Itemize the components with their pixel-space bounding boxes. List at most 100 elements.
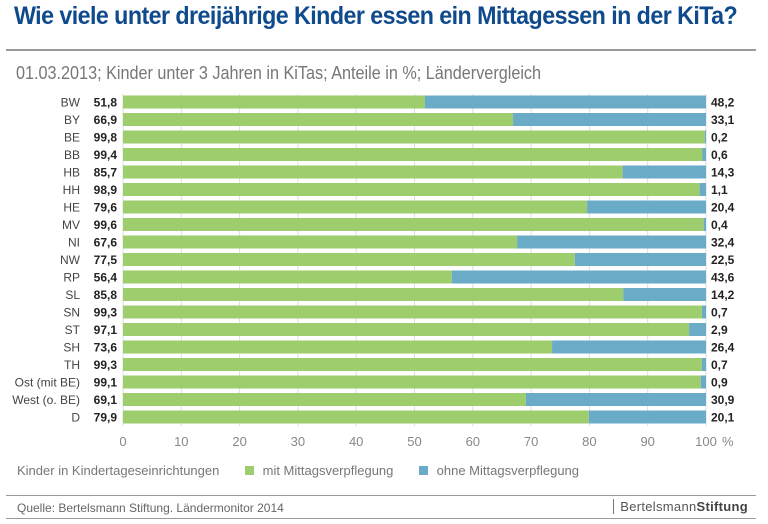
- value-label-mit: 79,9: [94, 411, 118, 425]
- bar-mit: [123, 253, 575, 266]
- value-label-mit: 69,1: [94, 393, 118, 407]
- bar-ohne: [513, 113, 706, 126]
- value-label-mit: 99,4: [94, 148, 118, 162]
- bar-mit: [123, 305, 702, 319]
- value-label-ohne: 0,7: [711, 358, 728, 372]
- logo: BertelsmannStiftung: [613, 499, 748, 514]
- bar-mit: [123, 270, 452, 284]
- value-label-mit: 99,6: [94, 218, 118, 232]
- value-label-mit: 66,9: [94, 113, 118, 127]
- value-label-mit: 79,6: [94, 201, 118, 215]
- bar-mit: [123, 218, 704, 231]
- divider: [6, 495, 756, 496]
- category-label: NI: [68, 236, 80, 250]
- bar-ohne: [588, 410, 706, 424]
- bar-ohne: [700, 375, 706, 389]
- category-label: D: [71, 411, 80, 425]
- value-label-ohne: 22,5: [711, 253, 735, 267]
- x-tick-label: 30: [291, 434, 305, 449]
- category-label: MV: [62, 218, 80, 232]
- value-label-ohne: 20,1: [711, 411, 735, 425]
- value-label-mit: 85,8: [94, 288, 118, 302]
- category-label: RP: [63, 271, 80, 285]
- bar-ohne: [701, 305, 706, 319]
- bar-mit: [123, 358, 702, 371]
- source-note: Quelle: Bertelsmann Stiftung. Ländermoni…: [17, 501, 284, 515]
- bar-mit: [123, 165, 623, 179]
- value-label-ohne: 26,4: [711, 341, 735, 355]
- category-label: Ost (mit BE): [15, 376, 80, 390]
- value-label-ohne: 33,1: [711, 113, 735, 127]
- x-tick-label: 10: [174, 434, 188, 449]
- chart-subtitle: 01.03.2013; Kinder unter 3 Jahren in KiT…: [16, 63, 542, 83]
- x-tick-label: 40: [349, 434, 363, 449]
- category-label: HH: [63, 183, 80, 197]
- value-label-mit: 85,7: [94, 166, 118, 180]
- bar-ohne: [517, 235, 706, 249]
- bar-ohne: [703, 218, 706, 231]
- legend: Kinder in Kindertageseinrichtungen mit M…: [17, 462, 579, 478]
- bar-mit: [123, 410, 589, 424]
- bar-ohne: [574, 253, 706, 266]
- x-tick-label: 80: [582, 434, 596, 449]
- value-label-mit: 99,1: [94, 376, 118, 390]
- x-tick-label: 20: [232, 434, 246, 449]
- bar-ohne: [704, 130, 706, 144]
- bar-mit: [123, 323, 690, 336]
- value-label-ohne: 30,9: [711, 393, 735, 407]
- bar-ohne: [587, 200, 706, 214]
- category-label: ST: [65, 323, 81, 337]
- bar-ohne: [623, 288, 706, 301]
- value-label-ohne: 32,4: [711, 236, 735, 250]
- value-label-ohne: 1,1: [711, 183, 728, 197]
- plot-area: 0 10 20 30 40 50 60 70 80 90 100 % BW 51,8 48,2 BY 66,9 3…: [12, 94, 735, 449]
- value-label-mit: 99,3: [94, 306, 118, 320]
- value-label-ohne: 0,7: [711, 306, 728, 320]
- bar-ohne: [702, 148, 706, 161]
- value-label-mit: 98,9: [94, 183, 118, 197]
- category-label: SH: [63, 341, 80, 355]
- value-label-mit: 99,8: [94, 131, 118, 145]
- value-label-mit: 56,4: [94, 271, 118, 285]
- category-label: TH: [64, 358, 80, 372]
- divider: [6, 518, 756, 519]
- value-label-ohne: 14,2: [711, 288, 735, 302]
- x-tick-label: 90: [640, 434, 654, 449]
- bar-ohne: [451, 270, 706, 284]
- value-label-ohne: 14,3: [711, 166, 735, 180]
- legend-item-ohne: ohne Mittagsverpflegung: [436, 463, 580, 479]
- value-label-mit: 77,5: [94, 253, 118, 267]
- bar-mit: [123, 95, 425, 109]
- logo-text: Bertelsmann: [620, 499, 697, 514]
- legend-label: Kinder in Kindertageseinrichtungen: [17, 463, 220, 479]
- value-label-mit: 51,8: [94, 96, 118, 110]
- bar-ohne: [622, 165, 706, 179]
- category-label: BB: [64, 148, 80, 162]
- value-label-mit: 73,6: [94, 341, 118, 355]
- category-label: West (o. BE): [12, 393, 80, 407]
- x-tick-label: 50: [407, 434, 421, 449]
- value-label-ohne: 48,2: [711, 96, 735, 110]
- value-label-mit: 97,1: [94, 323, 118, 337]
- bar-mit: [123, 340, 553, 354]
- bar-mit: [123, 200, 588, 214]
- value-label-mit: 67,6: [94, 236, 118, 250]
- bar-ohne: [701, 358, 706, 371]
- logo-text-bold: Stiftung: [696, 499, 748, 514]
- bar-mit: [123, 148, 703, 161]
- legend-swatch-ohne: [419, 466, 429, 476]
- value-label-ohne: 0,6: [711, 148, 728, 162]
- value-label-ohne: 20,4: [711, 201, 735, 215]
- category-label: BW: [61, 96, 81, 110]
- bar-mit: [123, 113, 514, 126]
- category-label: BE: [64, 131, 80, 145]
- bar-mit: [123, 183, 700, 196]
- bar-mit: [123, 130, 705, 144]
- divider: [6, 49, 756, 51]
- bar-mit: [123, 393, 526, 406]
- x-tick-label: 60: [466, 434, 480, 449]
- bar-ohne: [525, 393, 706, 406]
- x-unit-label: %: [722, 434, 734, 449]
- category-label: HE: [63, 201, 80, 215]
